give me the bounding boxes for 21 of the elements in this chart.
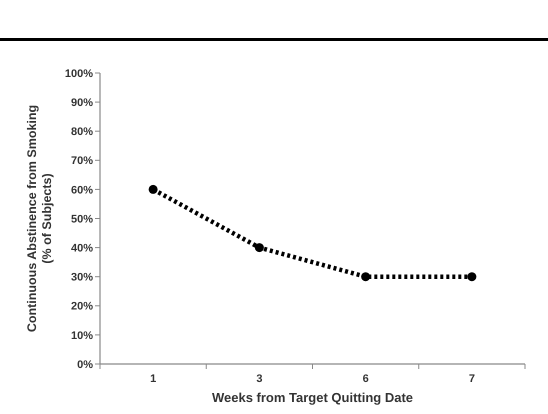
y-tick-label: 10% xyxy=(70,330,94,342)
y-tick-label: 20% xyxy=(70,300,94,313)
y-tick-label: 70% xyxy=(70,155,94,168)
y-tick-label: 0% xyxy=(77,358,94,371)
point xyxy=(361,272,370,282)
x-tick-label: 3 xyxy=(256,373,262,385)
point xyxy=(254,243,264,252)
point xyxy=(148,184,158,194)
y-tick-label: 60% xyxy=(70,184,94,196)
y-tick-label: 50% xyxy=(70,213,94,226)
y-tick-label: 30% xyxy=(70,272,94,284)
x-axis-title: Weeks from Target Quitting Date xyxy=(212,390,414,405)
x-tick-label: 1 xyxy=(150,373,156,385)
x-tick-label: 7 xyxy=(468,373,475,385)
y-axis-title: Continuous Abstinence from Smoking (% of Subjects) xyxy=(25,104,54,332)
y-tick-label: 40% xyxy=(70,242,94,254)
x-tick-label: 6 xyxy=(362,373,369,385)
y-tick-label: 80% xyxy=(70,126,94,138)
y-tick-label: 90% xyxy=(70,96,94,109)
point xyxy=(467,272,476,282)
y-tick-label: 100% xyxy=(64,68,94,80)
